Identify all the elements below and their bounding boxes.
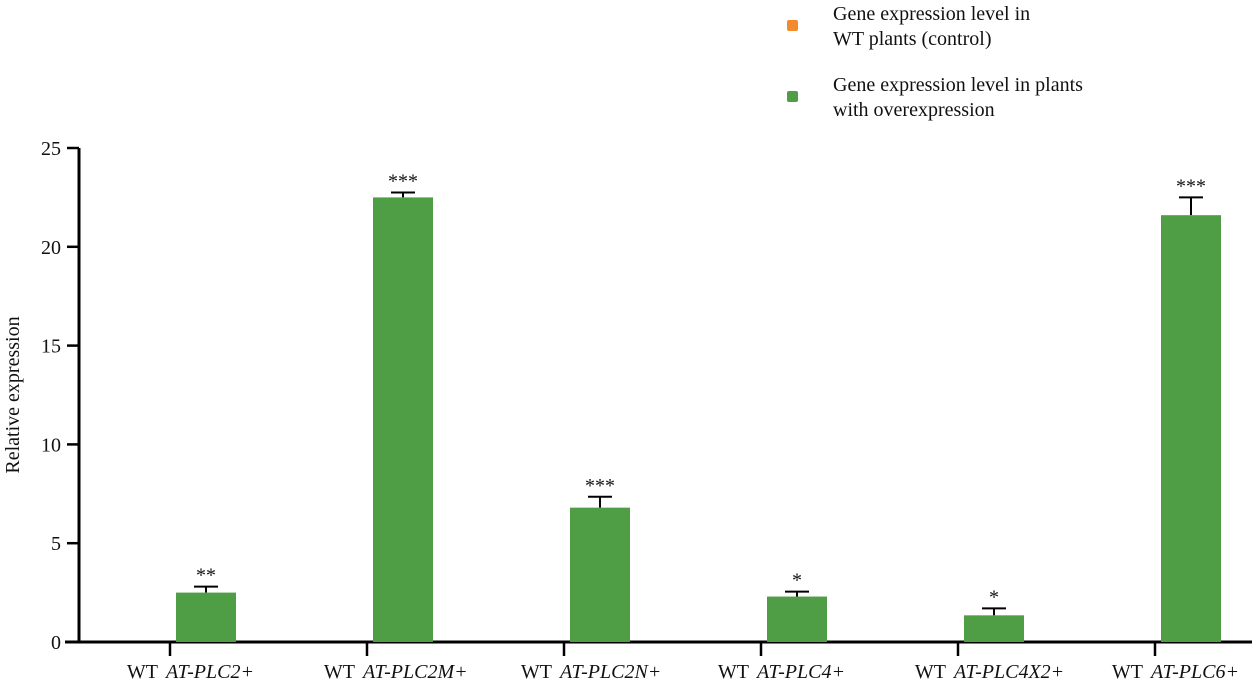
x-group-label-wt: WT	[521, 661, 552, 683]
significance-label: *	[792, 570, 802, 592]
x-tick-label: AT-PLC4X2+	[952, 661, 1064, 683]
y-tick-label: 15	[41, 336, 61, 358]
y-tick-label: 5	[51, 533, 61, 555]
y-tick-label: 10	[41, 434, 61, 456]
significance-label: *	[989, 586, 999, 608]
bar-overexpression	[767, 596, 827, 642]
x-group-label-wt: WT	[915, 661, 946, 683]
significance-label: ***	[1176, 175, 1206, 197]
legend-label-overexpression: Gene expression level in plants with ove…	[833, 74, 1083, 121]
x-group-label-wt: WT	[324, 661, 355, 683]
legend-swatch-overexpression	[787, 91, 798, 102]
x-tick-label: AT-PLC2N+	[558, 661, 661, 683]
bar-overexpression	[570, 507, 630, 642]
x-group-label-wt: WT	[1112, 661, 1143, 683]
legend-label-wt: Gene expression level in WT plants (cont…	[833, 3, 1031, 50]
y-tick-label: 0	[51, 632, 61, 654]
legend-swatch-wt	[787, 20, 798, 31]
x-tick-label: AT-PLC6+	[1149, 661, 1239, 683]
x-tick-label: AT-PLC4+	[755, 661, 845, 683]
significance-label: **	[196, 565, 216, 587]
bar-overexpression	[964, 615, 1024, 642]
x-group-label-wt: WT	[718, 661, 749, 683]
y-tick-label: 20	[41, 237, 61, 259]
y-tick-label: 25	[41, 138, 61, 160]
bar-overexpression	[176, 592, 236, 642]
x-group-label-wt: WT	[127, 661, 158, 683]
significance-label: ***	[388, 170, 418, 192]
bar-overexpression	[373, 197, 433, 642]
significance-label: ***	[585, 475, 615, 497]
y-axis-label: Relative expression	[2, 316, 24, 473]
x-tick-label: AT-PLC2M+	[361, 661, 468, 683]
bar-overexpression	[1161, 215, 1221, 642]
x-tick-label: AT-PLC2+	[164, 661, 254, 683]
